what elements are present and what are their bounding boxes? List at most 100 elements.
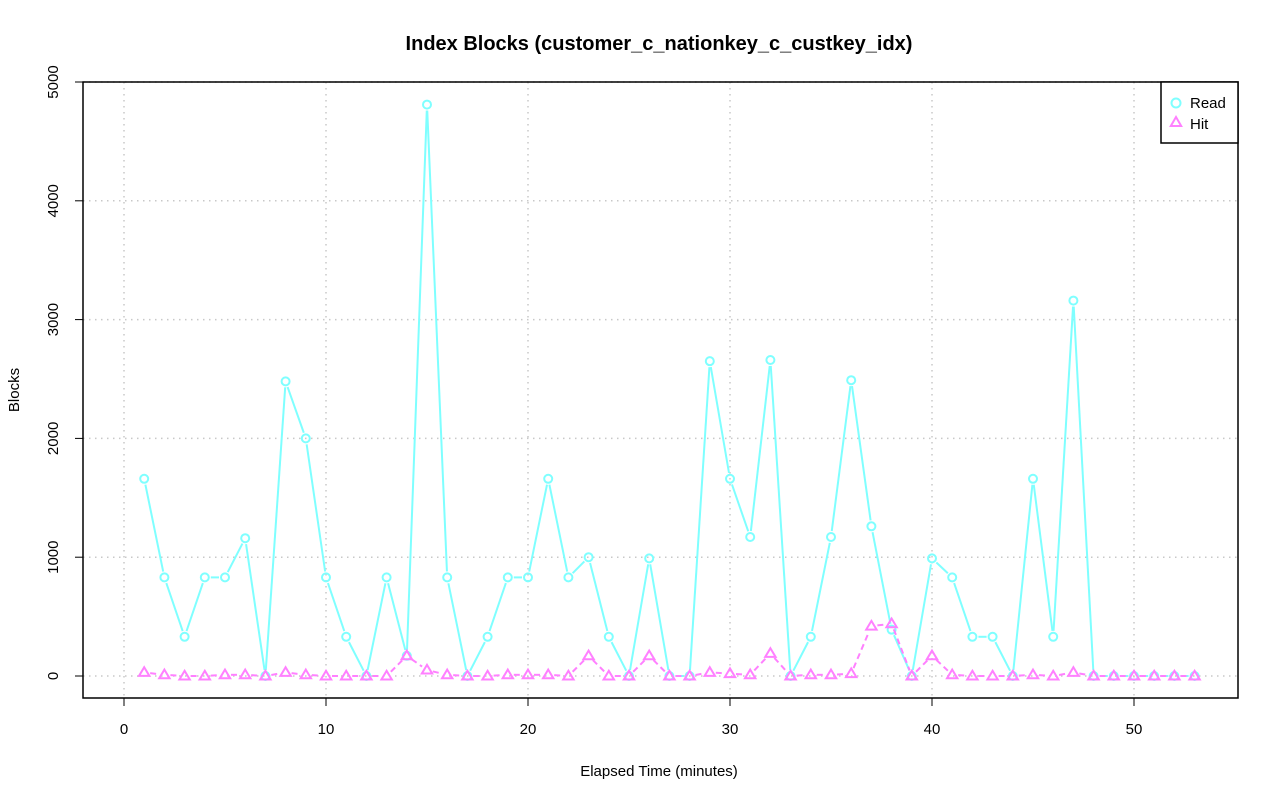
read-point (341, 631, 352, 642)
hit-line-segment (592, 659, 606, 673)
read-point (745, 532, 756, 543)
hit-line-segment (892, 628, 911, 671)
hit-point (844, 666, 859, 679)
hit-point (702, 665, 717, 677)
read-point (543, 473, 554, 484)
hit-point (864, 618, 879, 631)
hit-point (682, 668, 697, 681)
read-point (563, 572, 574, 583)
hit-point (500, 667, 515, 680)
read-line-segment (871, 532, 892, 624)
legend-hit-label: Hit (1190, 116, 1209, 133)
hit-point (884, 616, 899, 629)
read-line-segment (305, 444, 327, 572)
read-line-segment (286, 386, 305, 434)
hit-line-segment (915, 659, 929, 673)
hit-point (1086, 668, 1101, 681)
hit-point (420, 662, 434, 675)
read-point (159, 572, 170, 583)
read-point (765, 354, 776, 365)
hit-point (561, 668, 576, 681)
hit-line-segment (935, 659, 949, 672)
hit-line-segment (753, 657, 768, 672)
read-point (866, 521, 877, 532)
read-point (704, 356, 715, 367)
hit-point (379, 668, 394, 681)
read-point (199, 572, 210, 583)
hit-point (197, 668, 212, 681)
hit-line-segment (877, 623, 886, 627)
hit-point (723, 666, 737, 679)
read-point (987, 631, 998, 642)
hit-point (339, 668, 354, 681)
x-tick-label: 40 (924, 721, 941, 738)
read-line-segment (688, 367, 711, 671)
chart-title: Index Blocks (customer_c_nationkey_c_cus… (406, 33, 913, 55)
read-line-segment (348, 641, 365, 672)
read-point (1068, 295, 1079, 306)
x-tick-label: 30 (722, 721, 739, 738)
y-tick-label: 0 (45, 672, 62, 680)
read-line-segment (1012, 484, 1034, 671)
read-line-segment (528, 484, 548, 572)
read-point (321, 572, 331, 583)
hit-point (642, 648, 657, 661)
read-line-segment (935, 561, 949, 575)
read-line-segment (488, 582, 507, 632)
read-line-segment (994, 641, 1011, 672)
hit-point (1005, 668, 1020, 681)
hit-point (137, 665, 152, 677)
hit-point (1026, 667, 1040, 680)
hit-line-segment (390, 659, 404, 673)
hit-point (601, 668, 616, 681)
hit-point (965, 668, 980, 681)
read-line-segment (731, 484, 750, 532)
hit-line-segment (150, 672, 159, 676)
hit-point (521, 667, 535, 680)
hit-point (399, 648, 414, 661)
hit-point (622, 668, 636, 681)
read-line-segment (851, 385, 872, 521)
hit-point (177, 668, 192, 681)
hit-point (763, 646, 778, 658)
read-point (927, 553, 937, 564)
read-point (220, 572, 230, 583)
read-line-segment (226, 543, 244, 573)
hit-point (1147, 668, 1162, 681)
hit-point (985, 668, 1000, 681)
read-line-segment (548, 484, 569, 572)
read-point (644, 553, 655, 564)
y-tick-label: 2000 (45, 422, 62, 455)
read-point (583, 552, 594, 563)
x-axis: 0 10 20 30 40 50 (120, 698, 1142, 738)
hit-point (783, 668, 798, 681)
hit-point (1066, 665, 1081, 677)
y-tick-label: 3000 (45, 303, 62, 336)
hit-point (662, 668, 677, 681)
read-point (139, 473, 150, 484)
hit-line-segment (571, 659, 586, 673)
read-point (442, 572, 453, 583)
read-point (1048, 631, 1059, 642)
read-line-segment (629, 564, 650, 671)
hit-point (904, 668, 919, 681)
hit-point (157, 667, 172, 680)
read-line-segment (769, 365, 792, 671)
read-line-segment (649, 564, 670, 671)
hit-point (1167, 668, 1182, 681)
hit-point (824, 667, 838, 680)
hit-point (1187, 668, 1202, 681)
y-tick-label: 1000 (45, 541, 62, 574)
read-line-segment (245, 543, 266, 671)
read-line-segment (893, 634, 911, 671)
read-line-segment (749, 365, 771, 532)
read-point (603, 631, 614, 642)
read-line-segment (792, 641, 809, 672)
read-point (240, 533, 251, 544)
read-line-segment (709, 366, 730, 474)
read-point (967, 631, 978, 642)
grid (83, 81, 1238, 698)
hit-point (359, 668, 374, 681)
read-line-segment (610, 641, 628, 672)
hit-line-segment (291, 672, 300, 676)
